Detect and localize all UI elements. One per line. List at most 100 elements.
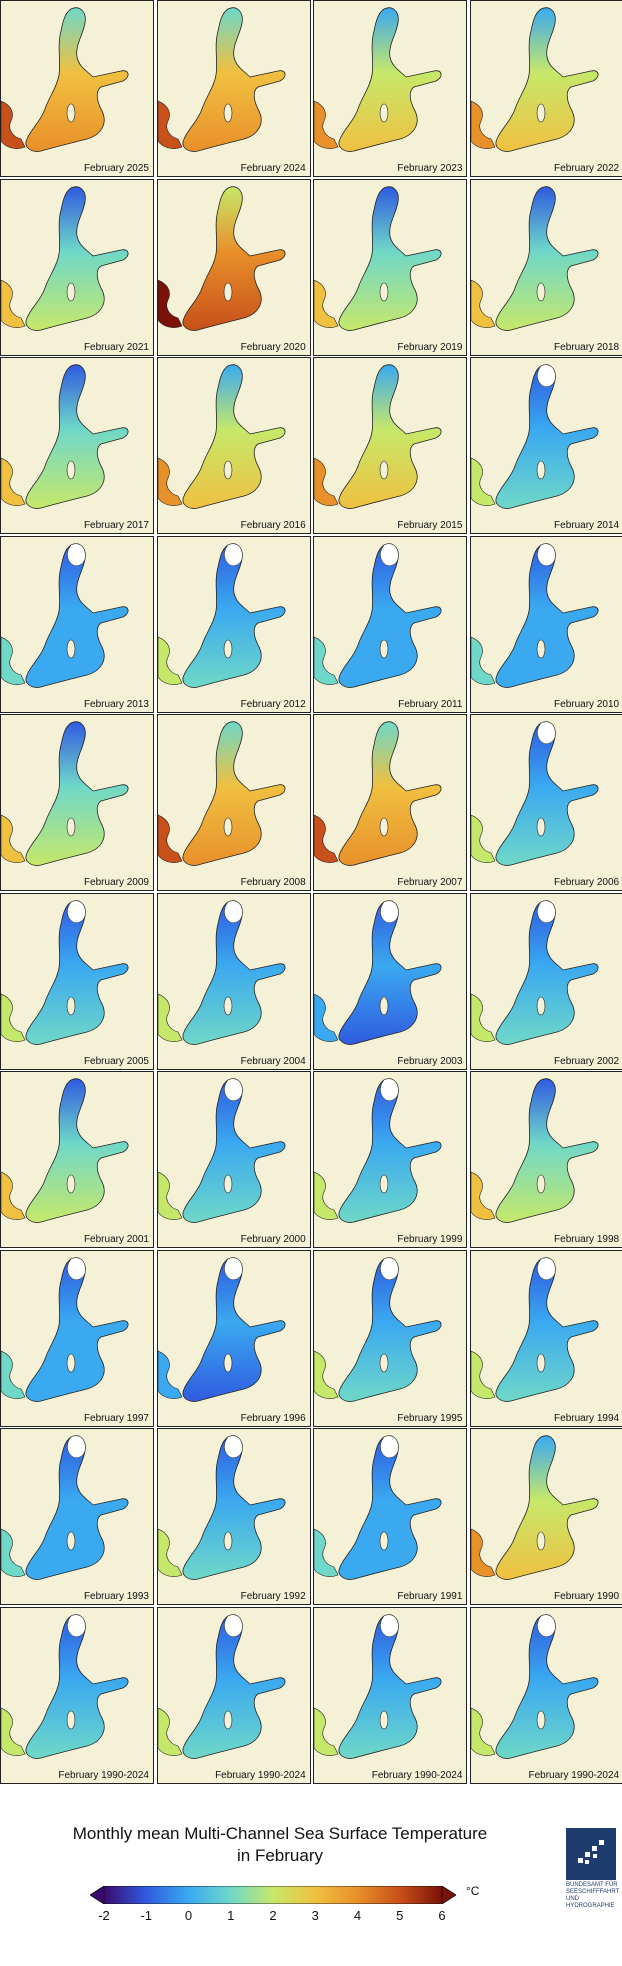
map-panel: February 2017 [0, 357, 154, 534]
baltic-sea-map [157, 1613, 286, 1759]
island [536, 1531, 546, 1551]
baltic-sea-map [471, 542, 599, 688]
baltic-sea-map [471, 1078, 599, 1223]
map-panel: February 1999 [313, 1071, 468, 1248]
map-panel: February 2003 [313, 892, 468, 1070]
map-panel: February 2001 [0, 1071, 154, 1248]
map-panel: February 2025 [0, 0, 154, 177]
island [66, 1353, 76, 1372]
map-panel: February 2007 [313, 714, 468, 891]
baltic-sea-map [1, 1435, 129, 1580]
baltic-sea-map [471, 1613, 599, 1759]
ice-cover [223, 1614, 243, 1637]
ice-cover [67, 1614, 86, 1637]
western-sea [1, 814, 26, 863]
map-panel: February 1990 [470, 1428, 622, 1605]
island [380, 639, 389, 658]
western-sea [314, 814, 339, 863]
western-sea [471, 814, 496, 863]
sea-surface [339, 1435, 442, 1580]
map-panel: February 2022 [470, 0, 622, 177]
island [66, 460, 76, 480]
ice-cover [380, 1435, 399, 1458]
western-sea [471, 1528, 496, 1577]
panel-label: February 1990 [554, 1591, 620, 1602]
baltic-sea-map [314, 7, 442, 152]
map-panel: February 2005 [0, 892, 154, 1070]
baltic-sea-map [1, 1256, 129, 1402]
ice-cover [223, 1257, 243, 1280]
map-panel: February 2014 [470, 357, 622, 534]
panel-label: February 2003 [397, 1055, 463, 1067]
baltic-sea-map [471, 1256, 599, 1402]
western-sea [314, 636, 339, 685]
figure-title: Monthly mean Multi-Channel Sea Surface T… [72, 1824, 488, 1843]
baltic-sea-map [314, 185, 442, 331]
sea-surface [495, 721, 599, 866]
sea-surface [25, 542, 129, 688]
baltic-sea-map [1, 364, 129, 509]
island [66, 996, 76, 1015]
colorbar-tick-label: 5 [396, 1908, 404, 1923]
sea-surface [25, 721, 129, 866]
sea-surface [339, 364, 442, 509]
island [223, 282, 232, 301]
colorbar-tick-label: -1 [140, 1908, 153, 1923]
ice-cover [537, 364, 556, 387]
panel-label: February 1995 [397, 1412, 463, 1424]
colorbar-ticks: -2 -1 0 1 2 3 4 5 6 [90, 1908, 456, 1928]
western-sea [471, 1171, 496, 1220]
island [536, 1353, 546, 1372]
sea-surface [339, 899, 442, 1045]
baltic-sea-map [314, 721, 442, 866]
ice-cover [380, 543, 399, 566]
island [223, 460, 232, 480]
western-sea [1, 1707, 26, 1756]
baltic-sea-map [1, 1078, 129, 1223]
sea-surface [25, 1256, 129, 1402]
island [380, 282, 389, 301]
western-sea [1, 279, 26, 328]
island [66, 103, 76, 123]
island [380, 103, 389, 123]
panel-label: February 2019 [397, 341, 463, 353]
panel-label: February 2017 [83, 520, 149, 531]
panel-label: February 2001 [83, 1234, 149, 1245]
baltic-sea-map [314, 899, 442, 1045]
baltic-sea-map [471, 899, 599, 1045]
island [536, 996, 546, 1015]
sea-surface [25, 185, 129, 331]
sea-surface [495, 899, 599, 1045]
western-sea [157, 100, 183, 149]
map-panel: February 2012 [156, 535, 311, 713]
panel-label: February 1996 [240, 1412, 306, 1424]
sea-surface [25, 7, 129, 152]
western-sea [314, 279, 339, 328]
colorbar-tick-label: 1 [227, 1908, 235, 1923]
western-sea [471, 1350, 496, 1399]
ice-cover [537, 721, 556, 744]
panel-label: February 2008 [240, 877, 306, 888]
western-sea [314, 993, 339, 1042]
baltic-sea-map [1, 1613, 129, 1759]
map-panel: February 2010 [470, 535, 622, 713]
ice-cover [223, 543, 243, 566]
ice-cover [67, 1257, 86, 1280]
map-panel: February 2015 [313, 357, 468, 534]
western-sea [157, 1171, 183, 1220]
baltic-sea-map [1, 721, 129, 866]
western-sea [1, 1350, 26, 1399]
island [223, 1174, 232, 1194]
baltic-sea-map [314, 1256, 442, 1402]
sea-surface [25, 899, 129, 1045]
island [223, 817, 232, 837]
map-panel: February 1995 [313, 1249, 468, 1427]
island [223, 996, 232, 1015]
island [380, 996, 389, 1015]
map-panel: February 2013 [0, 535, 154, 713]
island [536, 1710, 546, 1729]
baltic-sea-map [314, 1078, 442, 1223]
sea-surface [182, 721, 286, 866]
colorbar-tick-label: 4 [353, 1908, 362, 1923]
ice-cover [380, 1257, 399, 1280]
